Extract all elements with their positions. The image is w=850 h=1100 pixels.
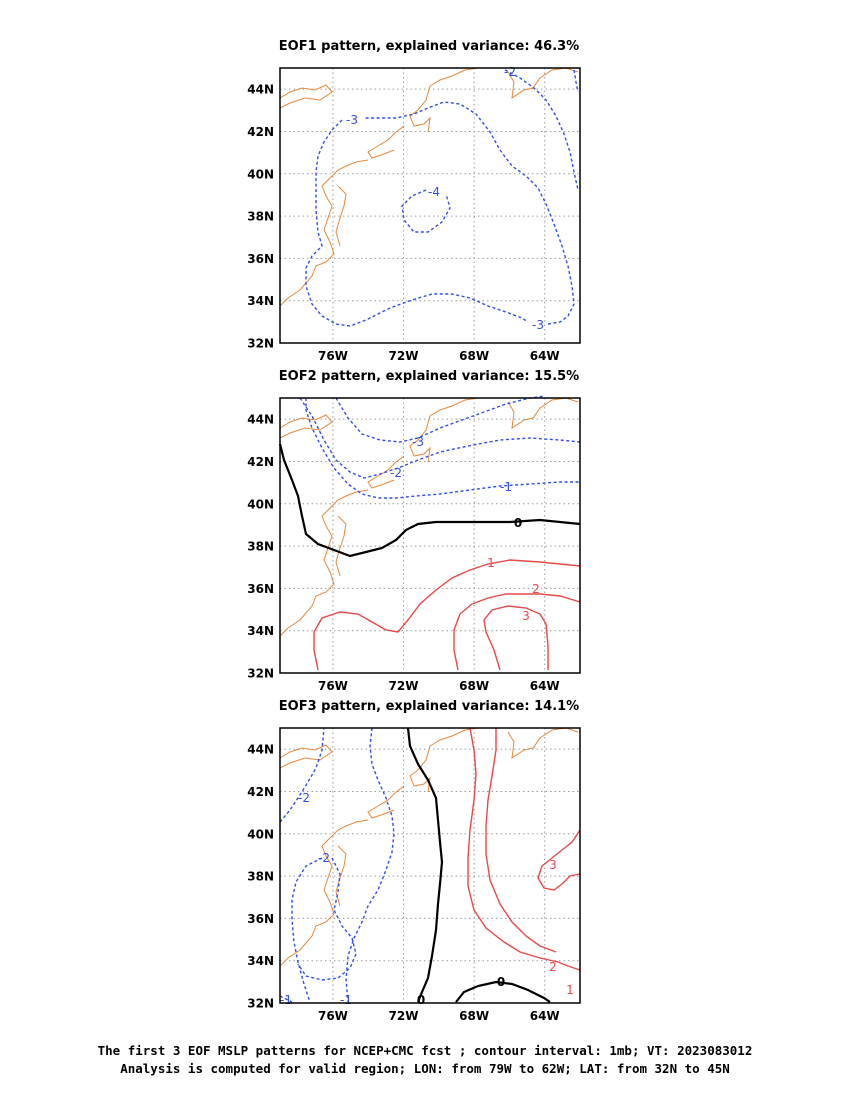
x-tick-label: 76W [318,349,348,363]
contour-label: -2 [318,851,330,865]
caption-line-1: The first 3 EOF MSLP patterns for NCEP+C… [97,1043,753,1058]
contour-label: 0 [497,975,505,989]
y-tick-label: 44N [247,413,274,427]
x-tick-label: 64W [530,1009,560,1023]
contour-label: -2 [298,791,310,805]
contour-label: 0 [417,993,425,1007]
coastline-eof1 [279,67,579,307]
x-tick-label: 72W [389,349,419,363]
grid-eof2 [280,398,580,673]
contour-label: 1 [566,983,574,997]
y-tick-label: 34N [247,294,274,308]
panel-title-eof2: EOF2 pattern, explained variance: 15.5% [279,369,579,384]
coastline-eof2 [279,397,579,637]
panel-eof3: EOF3 pattern, explained variance: 14.1% … [247,699,581,1023]
y-tick-label: 40N [247,497,274,511]
y-tick-label: 38N [247,210,274,224]
ticks-eof1: 76W 72W 68W 64W 44N 42N 40N 38N 36N 34N 32N [247,83,559,363]
x-tick-label: 68W [459,679,489,693]
contour-label: -3 [346,113,358,127]
y-tick-label: 42N [247,455,274,469]
contour-label: -1 [500,480,512,494]
x-tick-label: 68W [459,1009,489,1023]
panel-eof2: EOF2 pattern, explained variance: 15.5% … [247,369,581,693]
panel-eof1: EOF1 pattern, explained variance: 46.3% … [247,39,581,363]
x-tick-label: 64W [530,679,560,693]
contour-label: -1 [340,993,352,1007]
x-tick-label: 72W [389,1009,419,1023]
y-tick-label: 34N [247,954,274,968]
y-tick-label: 32N [247,337,274,351]
y-tick-label: 36N [247,912,274,926]
contour-label: -3 [532,318,544,332]
x-tick-label: 76W [318,1009,348,1023]
grid-eof1 [280,68,580,343]
y-tick-label: 38N [247,870,274,884]
plot-frame-eof1 [279,67,581,344]
y-tick-label: 32N [247,997,274,1011]
contours-eof1 [305,69,579,327]
y-tick-label: 34N [247,624,274,638]
y-tick-label: 42N [247,785,274,799]
contour-label: -1 [280,993,292,1007]
y-tick-label: 40N [247,827,274,841]
y-tick-label: 44N [247,743,274,757]
x-tick-label: 64W [530,349,560,363]
caption-line-2: Analysis is computed for valid region; L… [120,1061,730,1076]
ticks-eof3: 76W 72W 68W 64W 44N 42N 40N 38N 36N 34N 32N [247,743,559,1023]
y-tick-label: 32N [247,667,274,681]
contour-label: 3 [522,609,530,623]
contour-labels-eof1: -2 -3 -4 -3 [346,65,544,332]
y-tick-label: 36N [247,252,274,266]
contour-label: 0 [514,516,522,530]
plot-frame-eof2 [279,397,581,674]
x-tick-label: 72W [389,679,419,693]
panel-title-eof3: EOF3 pattern, explained variance: 14.1% [279,699,579,714]
y-tick-label: 42N [247,125,274,139]
contour-label: -2 [390,466,402,480]
contour-label: -2 [504,65,516,79]
contours-eof2 [278,395,581,671]
coastline-eof3 [279,727,579,967]
plot-frame-eof3 [279,727,581,1004]
contour-labels-eof2: -3 -2 -1 0 1 2 3 [390,435,540,623]
y-tick-label: 44N [247,83,274,97]
y-tick-label: 40N [247,167,274,181]
ticks-eof2: 76W 72W 68W 64W 44N 42N 40N 38N 36N 34N 32N [247,413,559,693]
contour-label: -3 [412,435,424,449]
panel-title-eof1: EOF1 pattern, explained variance: 46.3% [279,39,579,54]
contour-label: 2 [549,960,557,974]
y-tick-label: 38N [247,540,274,554]
x-tick-label: 68W [459,349,489,363]
contour-label: 2 [532,582,540,596]
contour-label: 1 [487,556,495,570]
contour-label: -4 [428,185,440,199]
y-tick-label: 36N [247,582,274,596]
contour-label: 3 [549,858,557,872]
contours-eof3 [279,727,581,1003]
x-tick-label: 76W [318,679,348,693]
contour-labels-eof3: -2 -2 -1 -1 0 0 3 2 1 [280,791,574,1007]
